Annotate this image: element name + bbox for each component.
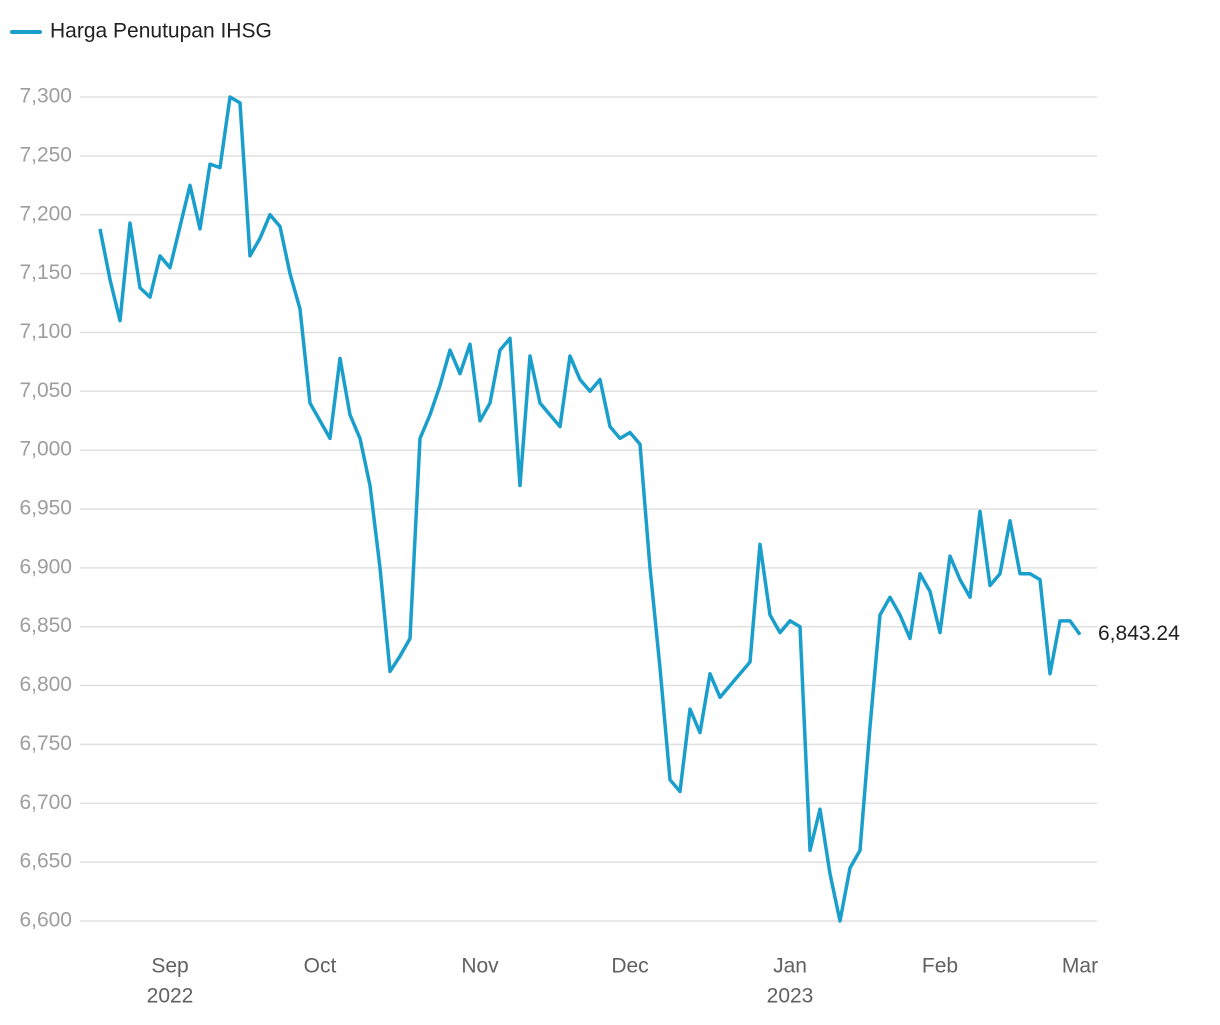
y-tick-label: 6,600 (19, 909, 72, 932)
y-tick-label: 7,150 (19, 261, 72, 284)
x-tick-sublabel: 2022 (147, 985, 194, 1008)
y-tick-label: 6,850 (19, 614, 72, 637)
x-tick-sublabel: 2023 (767, 985, 814, 1008)
y-tick-label: 6,900 (19, 555, 72, 578)
y-tick-label: 7,100 (19, 320, 72, 343)
y-tick-label: 7,300 (19, 85, 72, 108)
legend-label: Harga Penutupan IHSG (50, 20, 272, 43)
x-tick-label: Sep (151, 955, 188, 978)
y-tick-label: 6,650 (19, 850, 72, 873)
value-label: 6,843.24 (1098, 622, 1180, 645)
x-tick-label: Dec (611, 955, 648, 978)
y-tick-label: 6,750 (19, 732, 72, 755)
y-tick-label: 7,050 (19, 379, 72, 402)
x-tick-label: Jan (773, 955, 807, 978)
x-tick-label: Nov (461, 955, 499, 978)
y-tick-label: 6,800 (19, 673, 72, 696)
line (98, 95, 1082, 923)
y-tick-label: 7,000 (19, 438, 72, 461)
x-tick-label: Mar (1062, 955, 1098, 978)
x-tick-label: Oct (304, 955, 337, 978)
y-tick-label: 7,200 (19, 202, 72, 225)
x-tick-label: Feb (922, 955, 958, 978)
y-tick-label: 6,700 (19, 791, 72, 814)
y-tick-label: 6,950 (19, 497, 72, 520)
y-tick-label: 7,250 (19, 143, 72, 166)
